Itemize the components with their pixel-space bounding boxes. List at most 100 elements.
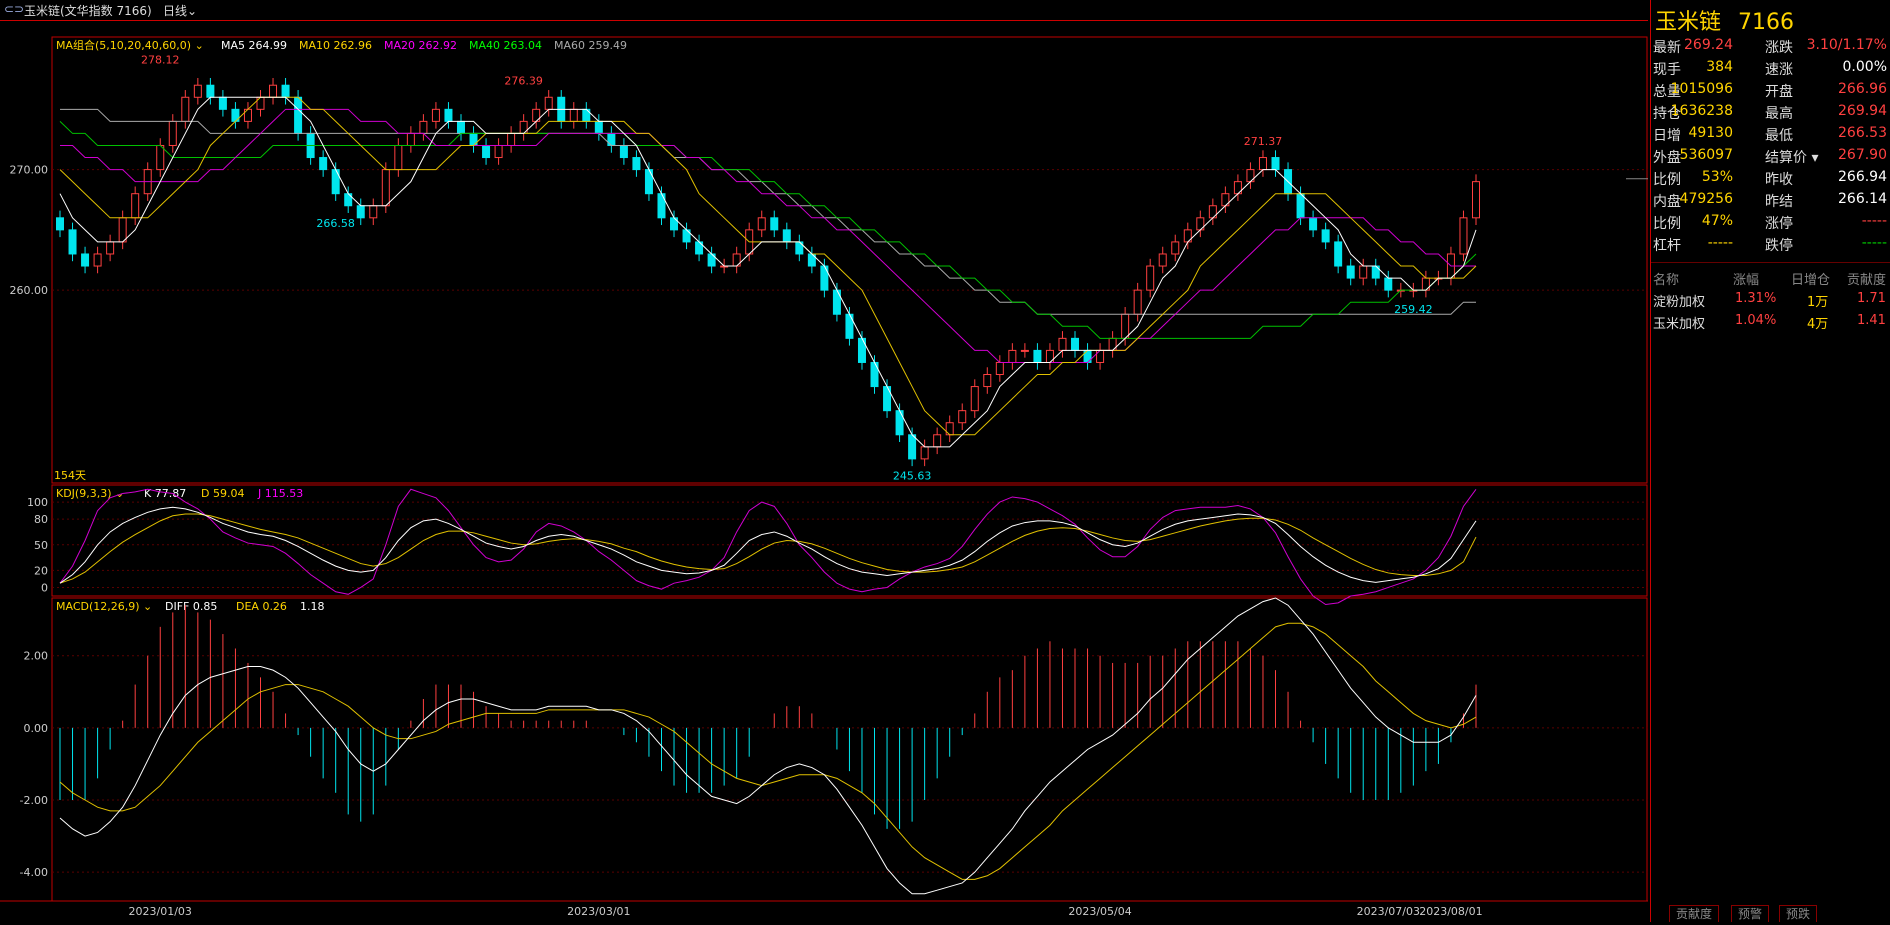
kdj-d-line <box>59 513 1477 584</box>
quote-label: 现手 <box>1653 62 1681 78</box>
quote-value: 0.00% <box>1842 59 1887 75</box>
candle-body <box>1384 277 1393 291</box>
period-label: 日线 <box>163 4 188 18</box>
quote-label: 杠杆 <box>1653 238 1681 254</box>
macd-legend-value: DEA 0.26 <box>236 600 287 613</box>
chart-svg[interactable]: 270.00 260.00 278.12 266.58 276.39 245.63 271.… <box>0 21 1648 922</box>
candle-body <box>331 169 340 195</box>
kdj-tick-label: 100 <box>27 496 48 509</box>
candle-body <box>369 205 378 219</box>
quote-row: 比例 53% 昨收 266.94 <box>1651 166 1890 188</box>
candle-body <box>206 84 215 98</box>
period-selector[interactable]: 日线⌄ <box>163 2 197 19</box>
candle-body <box>1334 241 1343 267</box>
pane-border <box>51 36 1648 484</box>
kdj-tick-label: 50 <box>34 539 48 552</box>
quote-title: 玉米链 7166 <box>1655 4 1794 36</box>
candle-body <box>218 96 227 110</box>
component-cell: 1.31% <box>1735 291 1777 306</box>
candle-body <box>93 253 102 267</box>
quote-value: 53% <box>1701 169 1733 185</box>
chart-area[interactable]: 270.00 260.00 278.12 266.58 276.39 245.63 271.… <box>0 21 1648 922</box>
price-annotation: 278.12 <box>141 54 180 67</box>
quote-label[interactable]: 结算价 ▾ <box>1765 150 1819 166</box>
candle-body <box>1033 349 1042 363</box>
component-cell: 4万 <box>1807 317 1829 332</box>
quote-row: 最新 269.24 涨跌 3.10/1.17% <box>1651 34 1890 56</box>
title-bar: ⊂⊃ 玉米链(文华指数 7166) 日线⌄ <box>0 0 1648 21</box>
ma-legend-value: MA40 263.04 <box>469 39 542 52</box>
candle-body <box>594 120 603 134</box>
candle-body <box>168 120 177 146</box>
macd-legend-name: MACD(12,26,9) ⌄ <box>56 600 152 613</box>
candle-body <box>832 289 841 315</box>
quote-value: 266.53 <box>1838 125 1887 141</box>
component-row[interactable]: 淀粉加权 1.31% 1万 1.71 <box>1651 288 1890 310</box>
candle-body <box>644 169 653 195</box>
bottom-tabs: 贡献度 预警 预跌 <box>1651 904 1890 922</box>
price-annotation: 266.58 <box>316 217 355 230</box>
price-annotation: 271.37 <box>1244 135 1283 148</box>
quote-label: 外盘 <box>1653 150 1681 166</box>
component-row[interactable]: 玉米加权 1.04% 4万 1.41 <box>1651 310 1890 332</box>
components-header-cell: 贡献度 <box>1847 273 1887 288</box>
candle-body <box>757 217 766 231</box>
candle-body <box>406 132 415 146</box>
candle-body <box>482 144 491 159</box>
pane-border <box>51 484 1648 597</box>
quote-value: 269.94 <box>1838 103 1887 119</box>
component-cell: 1万 <box>1807 295 1829 310</box>
candle-body <box>269 84 278 98</box>
candle-body <box>444 108 453 122</box>
quote-row: 外盘 536097 结算价 ▾ 267.90 <box>1651 144 1890 166</box>
quote-label: 总量 <box>1653 84 1681 100</box>
tab-alert[interactable]: 预警 <box>1731 905 1770 922</box>
candle-body <box>1146 265 1155 291</box>
candle-body <box>1258 157 1267 171</box>
candle-body <box>920 446 929 460</box>
component-cell: 1.04% <box>1735 313 1777 328</box>
candle-body <box>1121 313 1130 339</box>
quote-label: 昨收 <box>1765 172 1793 188</box>
quote-row: 现手 384 速涨 0.00% <box>1651 56 1890 78</box>
chevron-down-icon: ⌄ <box>187 4 198 18</box>
candle-body <box>507 132 516 146</box>
components-header: 名称 涨幅 日增仓 贡献度 <box>1651 266 1890 288</box>
x-tick-label: 2023/01/03 <box>129 905 192 918</box>
quote-value: 1015096 <box>1670 81 1733 97</box>
macd-legend-value: 1.18 <box>300 600 325 613</box>
quote-row: 持仓 1636238 最高 269.94 <box>1651 100 1890 122</box>
ma-legend-value: MA60 259.49 <box>554 39 627 52</box>
quote-value: 269.24 <box>1684 37 1733 53</box>
candle-body <box>156 144 165 171</box>
tab-drop-alert[interactable]: 预跌 <box>1779 905 1818 922</box>
candle-body <box>281 84 290 98</box>
candle-body <box>1309 217 1318 231</box>
tab-contribution[interactable]: 贡献度 <box>1669 905 1720 922</box>
candle-body <box>983 374 992 388</box>
candle-body <box>356 205 365 219</box>
components-header-cell: 日增仓 <box>1791 273 1831 288</box>
quote-value: ----- <box>1861 235 1887 251</box>
price-annotation: 259.42 <box>1394 303 1433 316</box>
quote-label: 昨结 <box>1765 194 1793 210</box>
quote-label: 涨跌 <box>1765 40 1793 56</box>
quote-label: 涨停 <box>1765 216 1793 232</box>
kdj-tick-label: 80 <box>34 513 48 526</box>
candle-body <box>1321 229 1330 243</box>
quote-value: 266.94 <box>1838 169 1887 185</box>
candle-body <box>181 96 190 122</box>
quote-value: 479256 <box>1679 191 1733 207</box>
kdj-legend-value: D 59.04 <box>201 487 244 500</box>
macd-tick-label: 2.00 <box>24 650 49 663</box>
quote-row: 比例 47% 涨停 ----- <box>1651 210 1890 232</box>
candle-body <box>456 120 465 134</box>
candle-body <box>394 144 403 171</box>
candle-body <box>782 229 791 243</box>
candle-body <box>632 157 641 171</box>
quote-value: 267.90 <box>1838 147 1887 163</box>
candle-body <box>544 96 553 110</box>
quote-panel: 玉米链 7166 最新 269.24 涨跌 3.10/1.17% 现手 384 速涨 0.00… <box>1650 0 1890 922</box>
quote-value: ----- <box>1861 213 1887 229</box>
quote-label: 比例 <box>1653 216 1681 232</box>
